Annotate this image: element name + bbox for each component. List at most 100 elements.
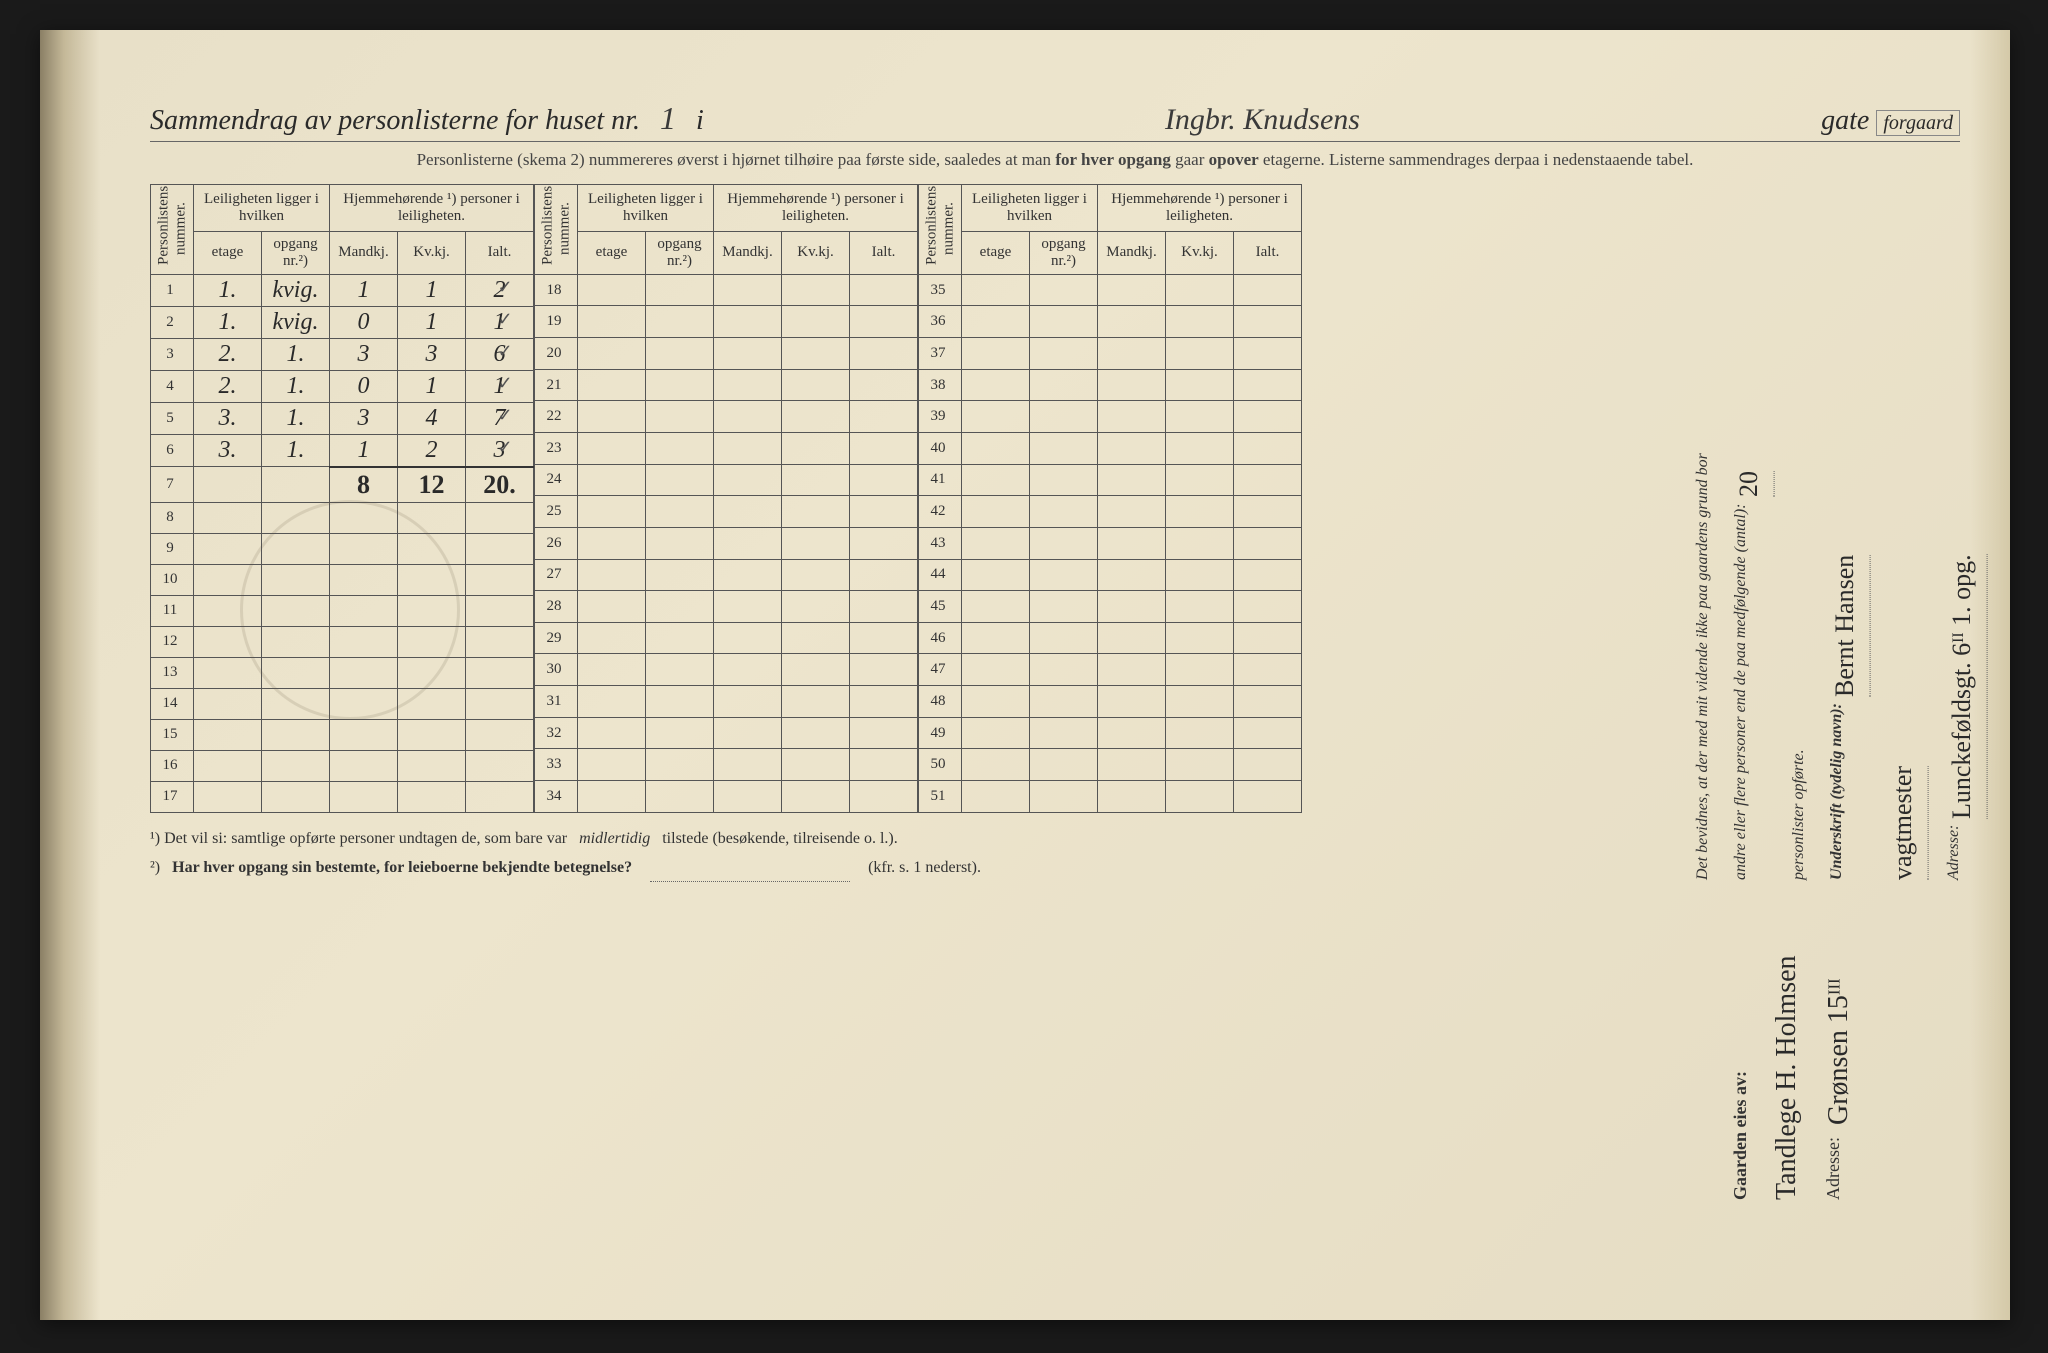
- table-cell: [1166, 496, 1234, 528]
- table-cell: [850, 369, 918, 401]
- table-cell: [850, 464, 918, 496]
- table-cell: [1030, 781, 1098, 813]
- table-cell: [850, 496, 918, 528]
- binding-shadow: [40, 30, 100, 1320]
- table-cell: [398, 595, 466, 626]
- table-cell: [1030, 369, 1098, 401]
- table-cell: [1166, 686, 1234, 718]
- table-row: 38: [919, 369, 1302, 401]
- table-cell: [578, 496, 646, 528]
- row-number: 9: [151, 533, 194, 564]
- row-number: 16: [151, 750, 194, 781]
- table-cell: [714, 591, 782, 623]
- table-cell: [1030, 464, 1098, 496]
- row-number: 27: [535, 559, 578, 591]
- table-cell: [1234, 464, 1302, 496]
- main-tables: Personlistens nummer. Leiligheten ligger…: [150, 184, 1960, 813]
- col-ialt: Ialt.: [1234, 231, 1302, 274]
- table-row: 41: [919, 464, 1302, 496]
- table-cell: [578, 654, 646, 686]
- table-cell: kvig.: [262, 274, 330, 306]
- table-cell: [782, 654, 850, 686]
- title-suffix: gate forgaard: [1821, 105, 1960, 137]
- table-cell: [714, 464, 782, 496]
- table-cell: [714, 717, 782, 749]
- table-cell: [1166, 274, 1234, 306]
- table-cell: [714, 749, 782, 781]
- table-cell: [194, 533, 262, 564]
- table-cell: 3: [398, 338, 466, 370]
- table-cell: [850, 274, 918, 306]
- table-cell: 1✓: [466, 370, 534, 402]
- document-paper: Sammendrag av personlisterne for huset n…: [40, 30, 2010, 1320]
- table-cell: [1166, 433, 1234, 465]
- table-cell: [962, 496, 1030, 528]
- row-number: 3: [151, 338, 194, 370]
- row-number: 22: [535, 401, 578, 433]
- table-cell: [782, 622, 850, 654]
- table-cell: [962, 369, 1030, 401]
- row-number: 6: [151, 434, 194, 467]
- row-number: 51: [919, 781, 962, 813]
- table-cell: [782, 433, 850, 465]
- table-cell: [578, 306, 646, 338]
- table-cell: [646, 527, 714, 559]
- table-cell: [850, 749, 918, 781]
- table-cell: 20.: [466, 467, 534, 503]
- footnote-2: ²) Har hver opgang sin bestemte, for lei…: [150, 854, 1960, 883]
- table-cell: 2✓: [466, 274, 534, 306]
- table-cell: [962, 654, 1030, 686]
- table-cell: [850, 306, 918, 338]
- row-number: 20: [535, 338, 578, 370]
- row-number: 24: [535, 464, 578, 496]
- table-cell: [782, 401, 850, 433]
- address-col: Adresse: Lunckeføldsgt. 6ᴵᴵ 1. opg.: [1941, 160, 1988, 880]
- table-cell: [1030, 654, 1098, 686]
- table-row: 3 2. 1. 3 3 6✓: [151, 338, 534, 370]
- table-cell: [1098, 717, 1166, 749]
- table-cell: [1098, 781, 1166, 813]
- table-cell: [578, 622, 646, 654]
- row-number: 7: [151, 467, 194, 503]
- table-cell: [646, 591, 714, 623]
- table-cell: [466, 626, 534, 657]
- table-cell: [646, 559, 714, 591]
- table-cell: [646, 749, 714, 781]
- table-cell: [330, 564, 398, 595]
- table-cell: [714, 559, 782, 591]
- col-etage: etage: [194, 231, 262, 274]
- row-number: 21: [535, 369, 578, 401]
- table-row: 32: [535, 717, 918, 749]
- table-cell: [578, 274, 646, 306]
- table-cell: [578, 591, 646, 623]
- table-cell: [1098, 338, 1166, 370]
- table-cell: [1098, 749, 1166, 781]
- table-cell: [262, 502, 330, 533]
- table-cell: [714, 338, 782, 370]
- table-cell: [262, 595, 330, 626]
- table-cell: [782, 686, 850, 718]
- table-cell: [714, 433, 782, 465]
- table-cell: 2.: [194, 370, 262, 402]
- col-opgang: opgang nr.²): [1030, 231, 1098, 274]
- table-cell: [850, 338, 918, 370]
- row-number: 19: [535, 306, 578, 338]
- table-cell: 1.: [262, 402, 330, 434]
- row-number: 5: [151, 402, 194, 434]
- table-cell: [1166, 464, 1234, 496]
- table-cell: [1098, 654, 1166, 686]
- table-cell: [1234, 559, 1302, 591]
- table-cell: 0: [330, 370, 398, 402]
- col-leiligheten: Leiligheten ligger i hvilken: [962, 184, 1098, 231]
- row-number: 13: [151, 657, 194, 688]
- table-cell: [578, 717, 646, 749]
- col-etage: etage: [962, 231, 1030, 274]
- footnotes: ¹) Det vil si: samtlige opførte personer…: [150, 825, 1960, 883]
- col-mandkj: Mandkj.: [714, 231, 782, 274]
- table-cell: 2: [398, 434, 466, 467]
- table-row: 8: [151, 502, 534, 533]
- table-cell: [398, 657, 466, 688]
- col-ialt: Ialt.: [850, 231, 918, 274]
- table-row: 34: [535, 781, 918, 813]
- table-cell: [1030, 622, 1098, 654]
